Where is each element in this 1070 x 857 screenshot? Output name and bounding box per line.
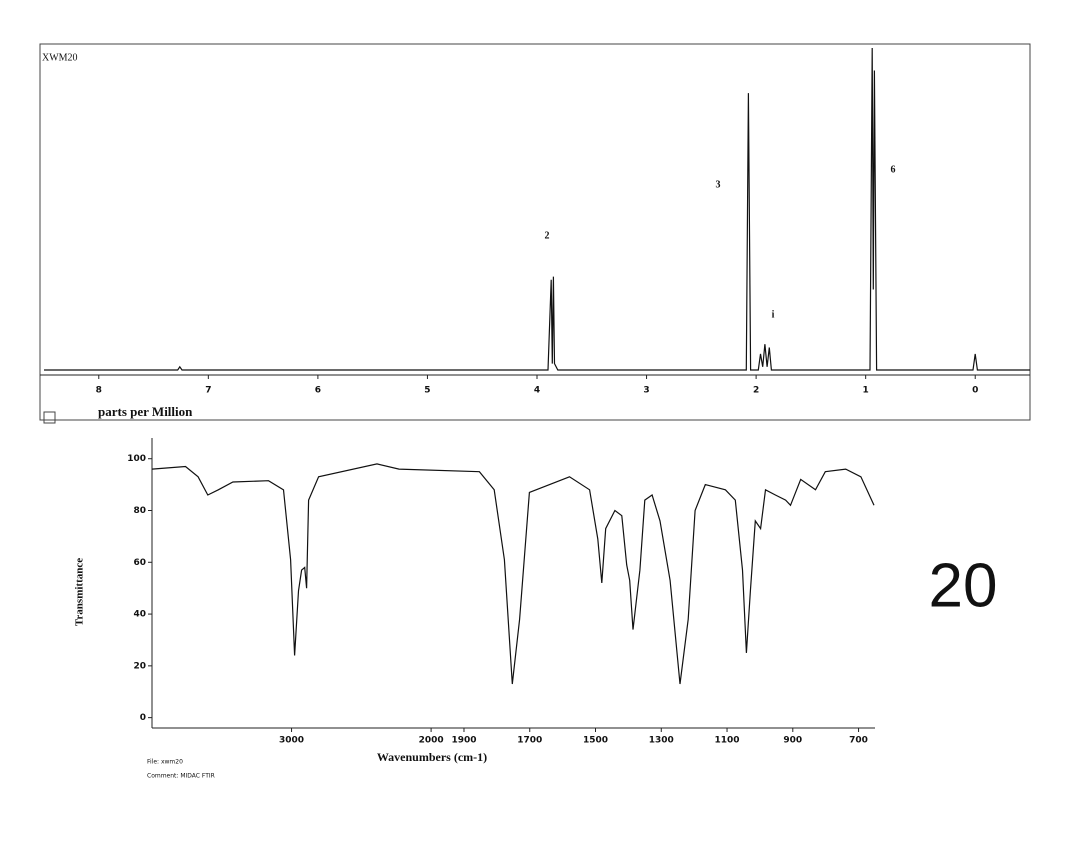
x-tick-label: 2 — [753, 386, 759, 396]
peak-annotation: 2 — [545, 230, 550, 241]
x-tick-label: 3 — [643, 386, 649, 396]
footnote: Comment: MIDAC FTIR — [147, 773, 215, 780]
spectrum-line — [44, 47, 1030, 371]
ir-y-label: Transmittance — [74, 558, 86, 626]
x-tick-label: 700 — [849, 736, 868, 746]
x-tick-label: 8 — [96, 386, 102, 396]
spectrum-line — [151, 463, 875, 685]
nmr-x-label: parts per Million — [98, 404, 193, 419]
y-tick-label: 60 — [133, 558, 146, 568]
x-tick-label: 1700 — [517, 736, 542, 746]
x-tick-label: 2000 — [419, 736, 444, 746]
x-tick-label: 6 — [315, 386, 321, 396]
nmr-frame — [39, 43, 1031, 421]
page-label: 20 — [929, 551, 998, 620]
x-tick-label: 7 — [205, 386, 211, 396]
footnote: File: xwm20 — [147, 759, 183, 766]
ir-x-label: Wavenumbers (cm-1) — [377, 750, 487, 764]
x-tick-label: 1500 — [583, 736, 608, 746]
x-tick-label: 1900 — [451, 736, 476, 746]
peak-annotation: 3 — [716, 179, 721, 190]
x-tick-label: 4 — [534, 386, 540, 396]
y-tick-label: 0 — [140, 713, 146, 723]
peak-annotation: i — [772, 309, 775, 320]
x-tick-label: 1 — [863, 386, 869, 396]
x-tick-label: 900 — [783, 736, 802, 746]
x-tick-label: 5 — [424, 386, 430, 396]
y-tick-label: 100 — [127, 454, 146, 464]
corner-box — [43, 411, 56, 424]
y-tick-label: 40 — [133, 610, 146, 620]
peak-annotation: 6 — [891, 164, 896, 175]
y-tick-label: 20 — [133, 661, 146, 671]
x-tick-label: 3000 — [279, 736, 304, 746]
nmr-title: XWM20 — [42, 52, 78, 63]
x-tick-label: 1300 — [649, 736, 674, 746]
x-tick-label: 1100 — [715, 736, 740, 746]
x-tick-label: 0 — [972, 386, 978, 396]
y-tick-label: 80 — [133, 506, 146, 516]
